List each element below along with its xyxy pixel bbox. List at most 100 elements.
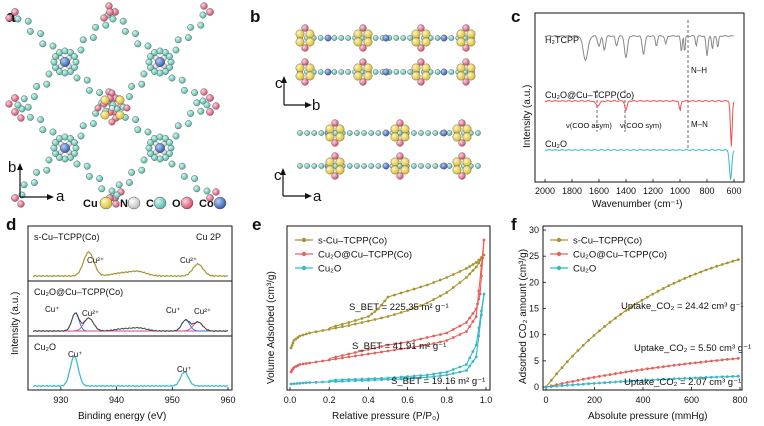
carbon-atom [79,122,87,130]
co2-isotherm-point [694,272,697,276]
annotation-uptake-s-cu-tcpp: Uptake_CO₂ = 24.42 cm³ g⁻¹ [621,301,744,312]
oxygen-atom [206,94,214,102]
isotherm-point [289,346,293,350]
isotherm-point [380,376,383,380]
carbon-atom [162,49,169,56]
oxygen-atom [11,108,19,116]
isotherm-point [471,360,475,363]
legend-n-ball [127,196,141,210]
oxygen-atom [301,24,309,32]
co2-isotherm-point [565,360,569,364]
isotherm-point [474,261,478,264]
isotherm-point [419,337,423,341]
carbon-atom [96,89,104,97]
xtick-label: 600 [684,395,699,405]
copper-atom [421,71,431,81]
carbon-atom [39,40,47,48]
oxygen-atom [108,89,116,97]
isotherm-point [477,261,481,265]
isotherm-point [294,337,298,341]
copper-atom [335,132,345,142]
carbon-atom [86,87,93,94]
isotherm-point [412,374,416,378]
carbon-atom [191,175,199,183]
carbon-atom [361,163,367,169]
copper-atom [456,63,466,73]
co2-isotherm-point [640,379,644,382]
xtick-label: 1200 [643,186,663,196]
isotherm-point [340,322,344,326]
isotherm-point [321,329,325,332]
isotherm-point [468,265,472,268]
carbon-atom [400,69,407,75]
isotherm-point [458,281,462,284]
copper-atom [295,37,305,47]
legend-cu-label: Cu [83,198,98,210]
carbon-atom [368,130,375,136]
panel-a-legend: Cu N C O Co [83,196,227,210]
cobalt-atom [154,142,165,153]
carbon-atom [174,36,182,44]
carbon-atom [115,181,123,189]
carbon-atom [317,69,324,75]
isotherm-point [476,302,479,306]
isotherm-point [419,344,423,348]
panel-d-xticks: 930 940 950 960 [53,387,236,405]
oxygen-atom [301,58,309,66]
isotherm-point [393,313,396,316]
copper-atom [325,157,335,167]
cobalt-atom [440,68,448,76]
isotherm-point [451,286,455,289]
carbon-atom [180,172,188,180]
copper-atom [466,63,476,73]
copper-atom [462,157,472,167]
co2-isotherm-point [672,363,676,367]
isotherm-point [458,270,462,273]
isotherm-adsorption-line [290,239,485,373]
panel-e-ylabel: Volume Adsorbed (cm³/g) [266,271,277,384]
oxygen-atom [417,44,425,52]
co2-isotherm-point [587,376,591,380]
co2-isotherm-point [635,302,639,305]
isotherm-point [347,324,351,327]
panel-f-frame [542,225,743,391]
oxygen-atom [396,139,404,147]
oxygen-atom [212,102,220,110]
carbon-atom [432,130,439,136]
xtick-label: 200 [587,395,602,405]
isotherm-point [373,318,377,321]
annotation-nh: N–H [691,66,707,75]
carbon-atom [79,36,87,44]
xtick-label: 0.6 [401,395,414,405]
copper-atom [456,37,466,47]
legend-marker [301,251,307,257]
carbon-atom [90,34,97,41]
co2-isotherm-point [683,376,687,380]
isotherm-point [399,311,403,314]
oxygen-atom [200,2,208,10]
panel-c-xticks: 2000 1800 1600 1400 1200 1000 800 600 [535,179,742,196]
carbon-atom [338,69,345,75]
isotherm-point [327,327,331,331]
isotherm-point [367,319,370,323]
co2-isotherm-point [630,369,633,373]
isotherm-point [474,307,478,311]
axis-c-top-label: c [275,75,283,92]
copper-atom [456,71,466,81]
isotherm-point [465,321,468,324]
carbon-atom [304,130,310,136]
copper-atom [363,63,373,73]
isotherm-point [425,343,429,347]
isotherm-point [347,352,351,356]
xps-composite-envelope [32,312,228,333]
co2-isotherm-point [656,366,660,369]
isotherm-point [406,340,409,344]
cobalt-atom [60,57,71,68]
trace-h2tcpp [544,35,734,62]
isotherm-point [412,287,416,291]
legend-label: s-Cu–TCPP(Co) [573,236,642,247]
isotherm-point [438,340,442,344]
oxygen-atom [331,152,339,160]
carbon-atom [108,187,116,195]
